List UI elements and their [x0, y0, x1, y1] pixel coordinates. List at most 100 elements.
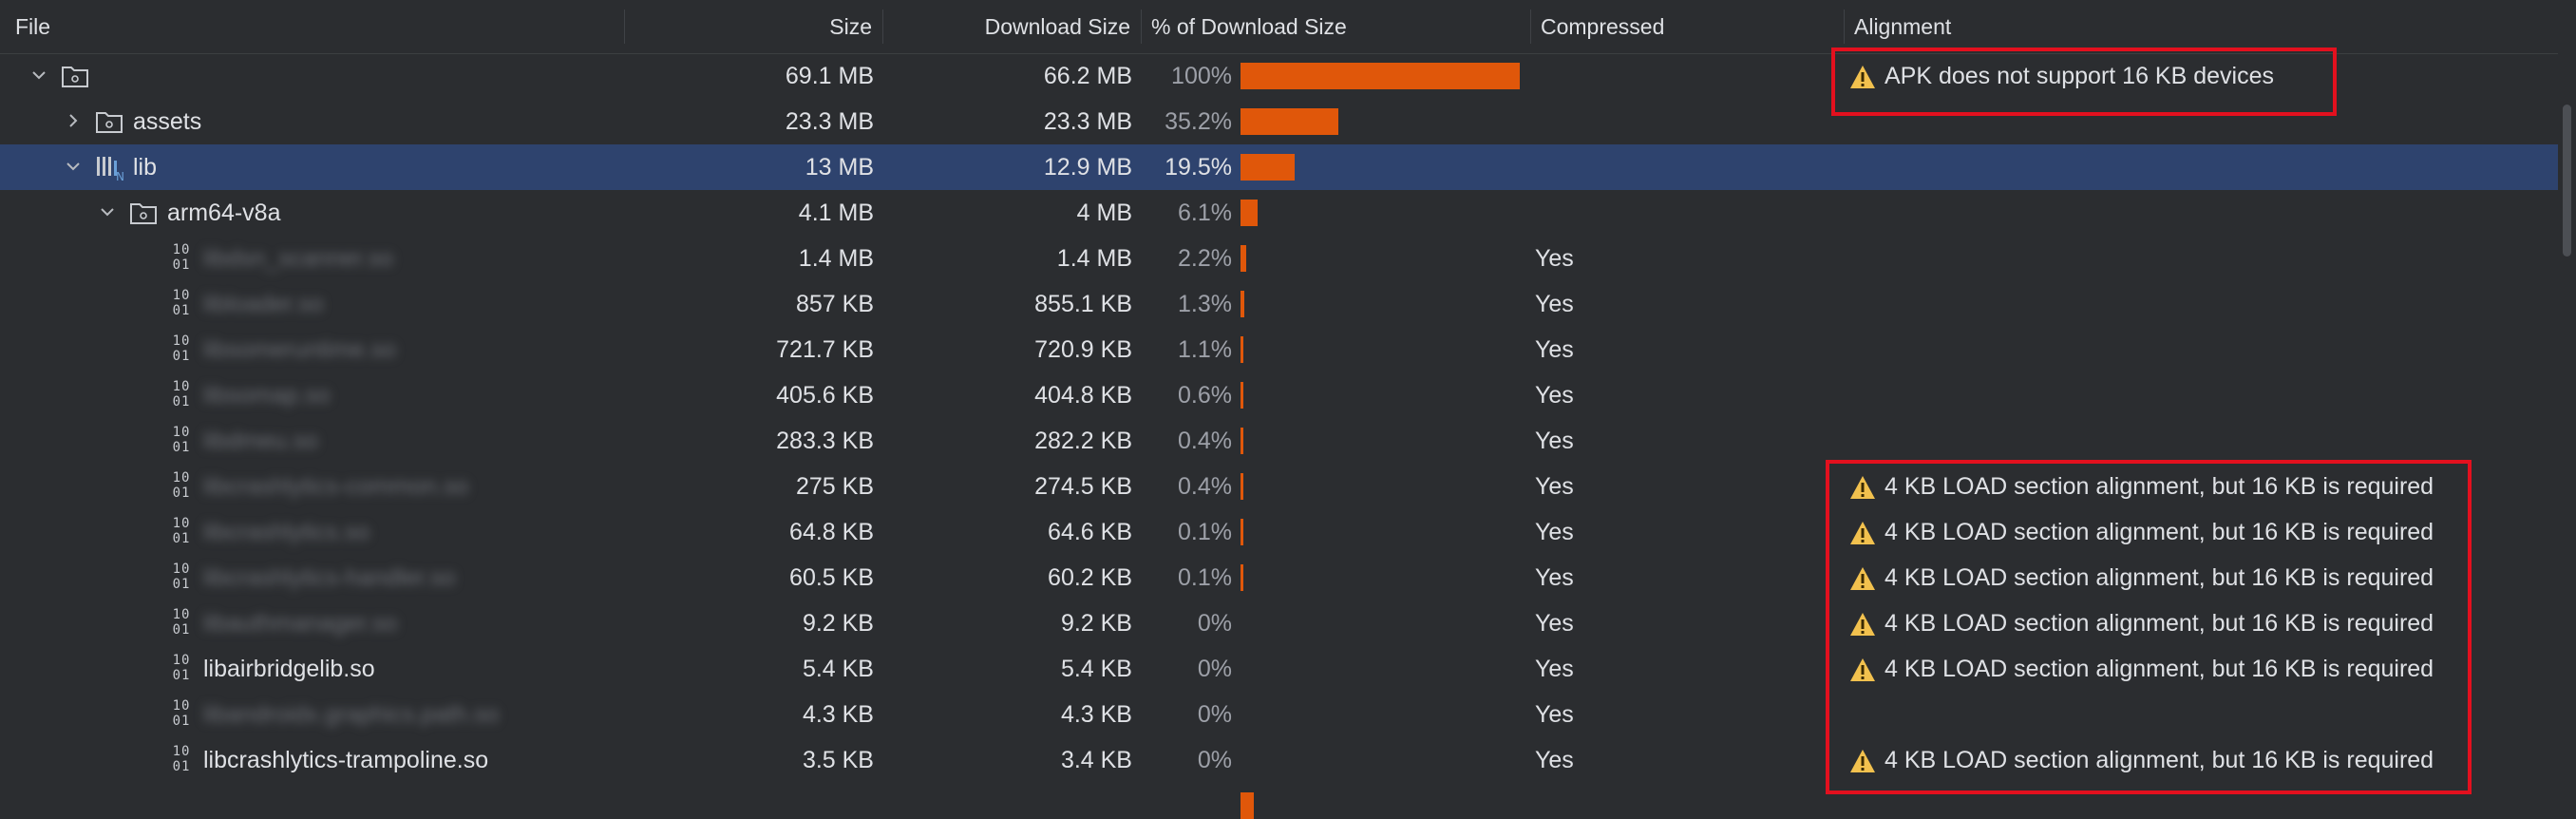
download-percent-bar: [1241, 245, 1246, 272]
alignment-warning: 4 KB LOAD section alignment, but 16 KB i…: [1885, 519, 2434, 545]
alignment-warning: 4 KB LOAD section alignment, but 16 KB i…: [1885, 473, 2434, 500]
binary-file-icon: 10 01: [172, 653, 191, 683]
file-name: libandroidx.graphics.path.so: [203, 701, 500, 728]
table-row[interactable]: 10 01 libdmeu.so 283.3 KB 282.2 KB 0.4% Yes: [0, 418, 2558, 464]
file-size: 69.1 MB: [785, 63, 874, 89]
file-size: 4.3 KB: [802, 701, 874, 728]
table-row[interactable]: 10 01 libsomap.so 405.6 KB 404.8 KB 0.6% Yes: [0, 372, 2558, 418]
file-name: libloader.so: [203, 291, 324, 317]
table-row[interactable]: arm64-v8a 4.1 MB 4 MB 6.1%: [0, 190, 2558, 236]
binary-file-icon: 10 01: [172, 379, 191, 410]
binary-file-icon: 10 01: [172, 607, 191, 638]
warning-icon: [1849, 657, 1876, 682]
binary-file-icon: 10 01: [172, 288, 191, 318]
table-row[interactable]: 10 01 libdsn_scanner.so 1.4 MB 1.4 MB 2.2% Yes: [0, 236, 2558, 281]
table-row[interactable]: 10 01 libairbridgelib.so 5.4 KB 5.4 KB 0% Yes 4…: [0, 646, 2558, 692]
file-size: 1.4 MB: [798, 245, 874, 272]
file-size: 13 MB: [805, 154, 874, 181]
download-percent: 0%: [1197, 610, 1232, 637]
download-size: 4.3 KB: [1060, 701, 1132, 728]
file-name: libsomeruntime.so: [203, 336, 396, 363]
file-size: 3.5 KB: [802, 747, 874, 773]
download-percent: 1.3%: [1178, 291, 1232, 317]
table-row[interactable]: 10 01 libcrashlytics.so 64.8 KB 64.6 KB 0.1% Y…: [0, 509, 2558, 555]
download-percent: 0.6%: [1178, 382, 1232, 409]
file-size: 60.5 KB: [789, 564, 874, 591]
column-separator[interactable]: [1844, 10, 1845, 44]
column-header-file[interactable]: File: [15, 14, 51, 39]
chevron-down-icon[interactable]: [97, 190, 120, 236]
column-separator[interactable]: [882, 10, 883, 44]
binary-file-icon: 10 01: [172, 425, 191, 455]
warning-icon: [1849, 749, 1876, 773]
download-percent: 6.1%: [1178, 200, 1232, 226]
folder-icon: [95, 109, 123, 134]
file-name: lib: [133, 154, 158, 181]
native-library-folder-icon: N: [95, 153, 124, 183]
file-name: libdsn_scanner.so: [203, 245, 394, 272]
download-size: 274.5 KB: [1034, 473, 1132, 500]
download-percent-bar: [1241, 108, 1338, 135]
compressed-value: Yes: [1535, 747, 1574, 773]
vertical-scrollbar[interactable]: [2558, 53, 2576, 802]
column-separator[interactable]: [1530, 10, 1531, 44]
chevron-right-icon[interactable]: [63, 99, 85, 144]
download-size: 3.4 KB: [1060, 747, 1132, 773]
binary-file-icon: 10 01: [172, 242, 191, 273]
alignment-warning: 4 KB LOAD section alignment, but 16 KB i…: [1885, 564, 2434, 591]
chevron-down-icon[interactable]: [28, 53, 51, 99]
table-row[interactable]: assets 23.3 MB 23.3 MB 35.2%: [0, 99, 2558, 144]
table-row[interactable]: 10 01 libcrashlytics-trampoline.so 3.5 KB 3.…: [0, 737, 2558, 783]
download-size: 60.2 KB: [1048, 564, 1132, 591]
column-header-size[interactable]: Size: [829, 14, 872, 39]
table-row[interactable]: 10 01 libsomeruntime.so 721.7 KB 720.9 KB 1.1…: [0, 327, 2558, 372]
column-header-download-size[interactable]: Download Size: [984, 14, 1130, 39]
download-size: 1.4 MB: [1056, 245, 1132, 272]
binary-file-icon: 10 01: [172, 333, 191, 364]
file-size: 405.6 KB: [776, 382, 874, 409]
table-row[interactable]: 10 01 libcrashlytics-common.so 275 KB 274.5 …: [0, 464, 2558, 509]
compressed-value: Yes: [1535, 701, 1574, 728]
table-row[interactable]: 10 01 libcrashlytics-handler.so 60.5 KB 60.2…: [0, 555, 2558, 600]
file-name: libcrashlytics-handler.so: [203, 564, 456, 591]
column-header-alignment[interactable]: Alignment: [1854, 14, 1952, 39]
compressed-value: Yes: [1535, 245, 1574, 272]
file-name: libcrashlytics-trampoline.so: [203, 747, 489, 773]
warning-icon: [1849, 65, 1876, 89]
column-separator[interactable]: [624, 10, 625, 44]
download-size: 12.9 MB: [1043, 154, 1132, 181]
download-percent-bar: [1241, 564, 1243, 591]
table-row[interactable]: 10 01 libandroidx.graphics.path.so 4.3 KB 4.…: [0, 692, 2558, 737]
scrollbar-thumb[interactable]: [2563, 105, 2571, 257]
download-percent: 0.1%: [1178, 519, 1232, 545]
file-name: assets: [133, 108, 202, 135]
table-row[interactable]: 10 01 libauthmanager.so 9.2 KB 9.2 KB 0% Yes 4 …: [0, 600, 2558, 646]
download-size: 9.2 KB: [1060, 610, 1132, 637]
column-separator[interactable]: [1141, 10, 1142, 44]
alignment-warnings-highlight: [1826, 460, 2472, 794]
compressed-value: Yes: [1535, 610, 1574, 637]
download-percent: 0%: [1197, 656, 1232, 682]
download-percent: 0.4%: [1178, 473, 1232, 500]
file-name: libdmeu.so: [203, 428, 318, 454]
file-size: 9.2 KB: [802, 610, 874, 637]
download-size: 5.4 KB: [1060, 656, 1132, 682]
download-percent: 0%: [1197, 747, 1232, 773]
download-size: 23.3 MB: [1043, 108, 1132, 135]
binary-file-icon: 10 01: [172, 744, 191, 774]
download-percent: 2.2%: [1178, 245, 1232, 272]
table-row[interactable]: 10 01 libloader.so 857 KB 855.1 KB 1.3% Yes: [0, 281, 2558, 327]
binary-file-icon: 10 01: [172, 562, 191, 592]
download-percent: 0%: [1197, 701, 1232, 728]
chevron-down-icon[interactable]: [63, 144, 85, 190]
column-header-compressed[interactable]: Compressed: [1541, 14, 1665, 39]
alignment-warning: 4 KB LOAD section alignment, but 16 KB i…: [1885, 747, 2434, 773]
column-header-percent[interactable]: % of Download Size: [1151, 14, 1347, 39]
alignment-warning: 4 KB LOAD section alignment, but 16 KB i…: [1885, 656, 2434, 682]
file-size: 5.4 KB: [802, 656, 874, 682]
file-size: 64.8 KB: [789, 519, 874, 545]
table-row[interactable]: 69.1 MB 66.2 MB 100% APK does not support 1…: [0, 53, 2558, 99]
file-name: libcrashlytics-common.so: [203, 473, 469, 500]
compressed-value: Yes: [1535, 473, 1574, 500]
